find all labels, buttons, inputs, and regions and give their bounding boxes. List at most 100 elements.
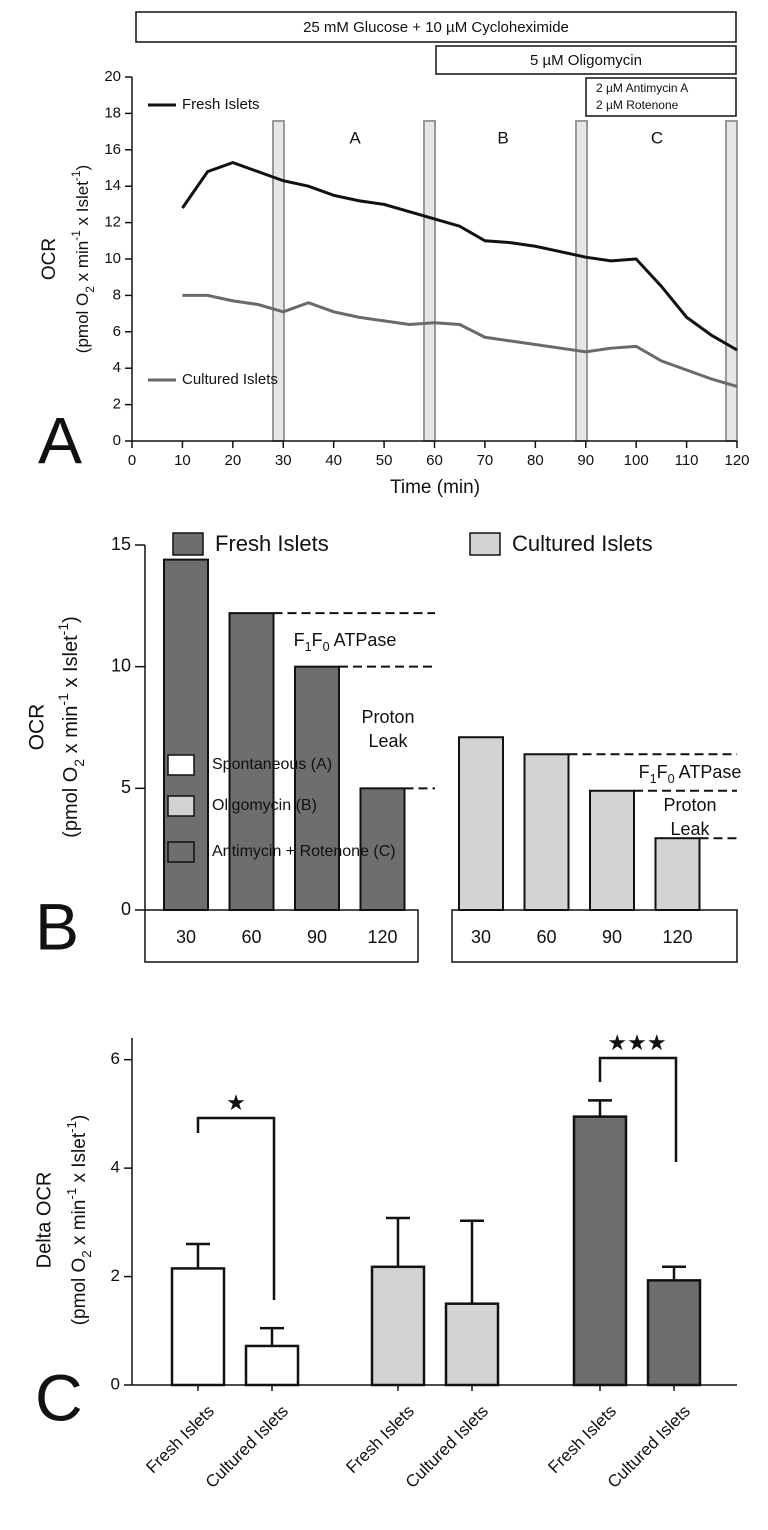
bar [228, 612, 275, 912]
label-part: -1 [69, 170, 83, 181]
label-part: 2 [71, 759, 87, 767]
x-tick-label: 0 [128, 452, 136, 469]
y-axis-unit: (pmol O2 x min-1 x Islet-1) [69, 165, 97, 353]
legend-label: Cultured Islets [182, 371, 278, 388]
sampling-window [272, 120, 285, 442]
treatment-box [585, 77, 737, 117]
treatment-label: 2 µM Antimycin A [596, 81, 688, 95]
label-part: x min [73, 241, 92, 286]
legend-label: Cultured Islets [512, 531, 653, 556]
label-part: F [639, 762, 650, 782]
y-tick-label: 0 [113, 432, 121, 449]
series-line [181, 160, 738, 352]
label-part: x Islet [60, 635, 82, 693]
y-tick-label: 20 [104, 68, 121, 85]
label-part: 0 [668, 772, 675, 786]
significance-bracket [196, 1116, 276, 1300]
y-tick-label: 4 [111, 1158, 120, 1177]
y-tick-label: 6 [111, 1049, 120, 1068]
category-box [451, 909, 738, 963]
y-tick-label: 10 [104, 250, 121, 267]
x-tick-label: 100 [624, 452, 649, 469]
sampling-window [423, 120, 436, 442]
x-tick-label: 120 [367, 927, 397, 947]
legend-swatch [167, 795, 195, 817]
label-part: x Islet [69, 1132, 90, 1188]
bar [572, 1115, 628, 1387]
x-tick-label: 50 [376, 452, 393, 469]
label-part: ATPase [330, 630, 397, 650]
y-tick-label: 0 [111, 1374, 120, 1393]
y-tick-label: 2 [113, 396, 121, 413]
significance-label: ★★★ [607, 1030, 666, 1055]
label-part: F [657, 762, 668, 782]
x-tick-label: Fresh Islets [142, 1402, 218, 1478]
x-tick-label: 20 [224, 452, 241, 469]
bar [646, 1279, 702, 1387]
y-tick-label: 0 [121, 899, 131, 919]
bar [654, 837, 701, 912]
label-part: 0 [323, 640, 330, 654]
label-part: (pmol O [60, 767, 82, 838]
x-tick-label: 90 [577, 452, 594, 469]
bar [458, 736, 504, 911]
y-tick-label: 10 [111, 655, 131, 675]
x-tick-label: 120 [662, 927, 692, 947]
x-tick-label: 30 [471, 927, 491, 947]
x-tick-label: 80 [527, 452, 544, 469]
x-tick-label: 110 [675, 452, 699, 469]
y-tick-label: 8 [113, 286, 121, 303]
bar [294, 665, 340, 912]
bar [523, 753, 570, 911]
legend-swatch [167, 841, 195, 863]
label-part: 2 [83, 286, 97, 293]
treatment-box [435, 45, 737, 75]
x-tick-label: 10 [174, 452, 191, 469]
bar [244, 1344, 300, 1387]
y-tick-label: 2 [111, 1266, 120, 1285]
x-tick-label: Fresh Islets [544, 1402, 620, 1478]
y-axis-unit: (pmol O2 x min-1 x Islet-1) [64, 1115, 94, 1326]
label-part: 2 [79, 1250, 94, 1257]
panel-label: C [35, 1360, 83, 1434]
x-tick-label: 40 [325, 452, 342, 469]
label-part: ATPase [675, 762, 742, 782]
legend-label: Fresh Islets [215, 531, 329, 556]
x-tick-label: 120 [724, 452, 749, 469]
region-label: C [651, 128, 663, 147]
legend-label: Fresh Islets [182, 96, 260, 113]
annotation: F1F0 ATPase [639, 762, 742, 787]
legend-label: Oligomycin (B) [212, 797, 317, 814]
x-tick-label: 90 [307, 927, 327, 947]
y-tick-label: 4 [113, 359, 121, 376]
x-tick-label: 70 [477, 452, 494, 469]
panel-label: B [35, 889, 79, 963]
label-part: (pmol O [69, 1258, 90, 1326]
label-part: -1 [55, 623, 71, 636]
legend-swatch [469, 532, 501, 556]
significance-label: ★ [226, 1090, 246, 1115]
y-tick-label: 12 [104, 214, 121, 231]
treatment-box [135, 11, 737, 43]
annotation: Leak [670, 819, 710, 839]
panel-label: A [38, 403, 82, 477]
annotation: Proton [361, 707, 414, 727]
annotation: F1F0 ATPase [294, 630, 397, 655]
y-tick-label: 18 [104, 104, 121, 121]
sampling-window [725, 120, 738, 442]
legend-swatch [172, 532, 204, 556]
label-part: -1 [55, 693, 71, 706]
x-tick-label: 60 [536, 927, 556, 947]
x-axis-title: Time (min) [390, 477, 480, 498]
annotation: Leak [368, 731, 408, 751]
bar [170, 1267, 226, 1387]
label-part: ) [73, 165, 92, 171]
annotation: Proton [663, 795, 716, 815]
label-part: ) [60, 616, 82, 623]
label-part: x min [60, 706, 82, 759]
bar [444, 1302, 500, 1387]
y-tick-label: 15 [111, 534, 131, 554]
x-tick-label: 30 [275, 452, 292, 469]
label-part: ) [69, 1115, 90, 1121]
